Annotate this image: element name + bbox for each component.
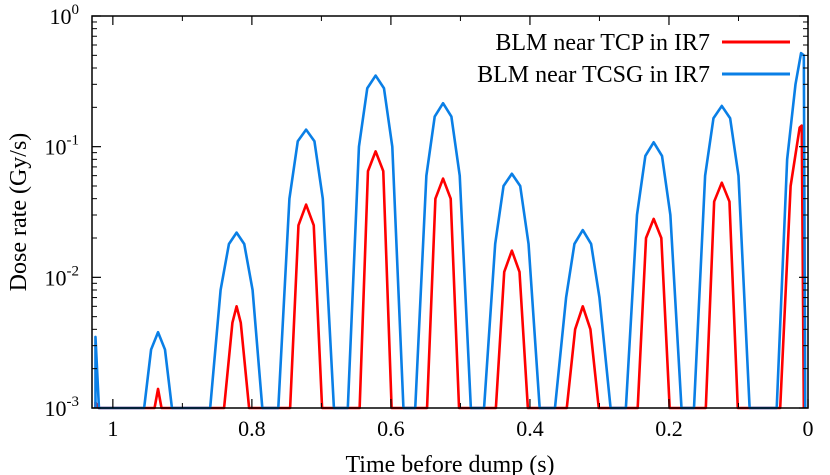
y-axis-label: Dose rate (Gy/s) [6,133,32,292]
legend-label: BLM near TCSG in IR7 [477,62,710,88]
series-line-tcsg [94,51,807,410]
y-tick-label: 100 [50,2,80,29]
x-tick-label: 0 [803,416,814,441]
x-tick-label: 0.6 [377,416,405,441]
x-tick-label: 0.8 [238,416,266,441]
x-axis-label: Time before dump (s) [345,452,554,475]
x-tick-label: 1 [107,416,118,441]
x-tick-label: 0.2 [655,416,683,441]
legend: BLM near TCP in IR7 BLM near TCSG in IR7 [477,30,790,88]
plot-frame [91,15,809,409]
legend-label: BLM near TCP in IR7 [495,30,710,56]
x-tick-label: 0.4 [516,416,544,441]
